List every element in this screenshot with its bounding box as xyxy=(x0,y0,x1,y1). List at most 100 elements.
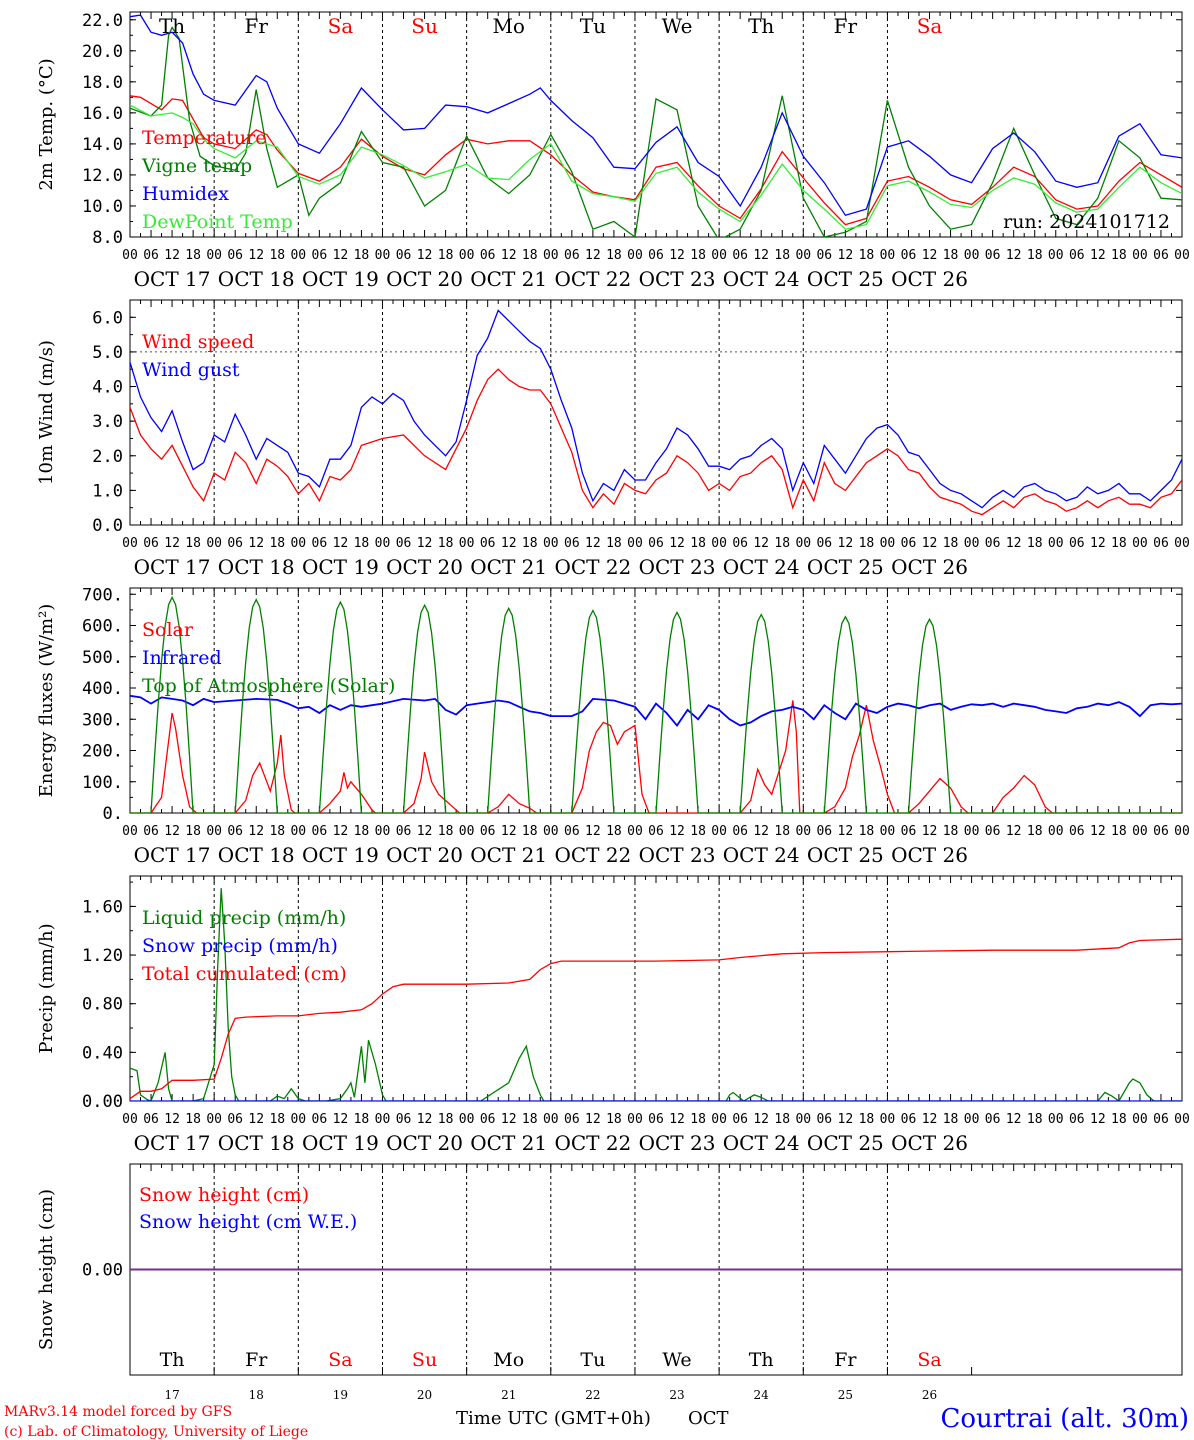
hour-label: 06 xyxy=(901,536,917,551)
hour-label: 06 xyxy=(985,1112,1001,1127)
time-axis-label: Time UTC (GMT+0h) xyxy=(456,1408,651,1429)
hour-label: 00 xyxy=(880,248,896,263)
hour-label: 00 xyxy=(1048,1112,1064,1127)
hour-label: 18 xyxy=(690,536,706,551)
legend-entry: DewPoint Temp xyxy=(142,211,293,233)
hour-label: 06 xyxy=(396,824,412,839)
y-tick-label: 0.80 xyxy=(82,995,123,1015)
hour-label: 18 xyxy=(943,1112,959,1127)
hour-label: 18 xyxy=(354,248,370,263)
hour-label: 00 xyxy=(795,248,811,263)
weekday-label: Mo xyxy=(492,14,525,38)
legend-entry: Snow height (cm W.E.) xyxy=(139,1211,357,1233)
y-tick-label: 300. xyxy=(82,710,123,730)
hour-label: 12 xyxy=(417,248,433,263)
hour-label: 00 xyxy=(1048,248,1064,263)
hour-label: 00 xyxy=(627,824,643,839)
hour-label: 18 xyxy=(859,1112,875,1127)
hour-label: 06 xyxy=(1153,1112,1169,1127)
y-axis-label: 10m Wind (m/s) xyxy=(36,340,57,485)
hour-label: 00 xyxy=(459,248,475,263)
weekday-label: We xyxy=(662,14,693,38)
hour-label: 12 xyxy=(838,536,854,551)
hour-label: 12 xyxy=(585,536,601,551)
hour-label: 00 xyxy=(880,536,896,551)
hour-label: 18 xyxy=(438,248,454,263)
weekday-label: Sa xyxy=(328,1349,352,1371)
hour-label: 00 xyxy=(1174,536,1190,551)
legend-entry: Snow precip (mm/h) xyxy=(142,935,338,957)
hour-label: 18 xyxy=(269,536,285,551)
hour-label: 00 xyxy=(122,1112,138,1127)
y-tick-label: 0.40 xyxy=(82,1043,123,1063)
hour-label: 12 xyxy=(1090,248,1106,263)
series-line-infrared xyxy=(130,694,1182,727)
hour-label: 18 xyxy=(1027,536,1043,551)
hour-label: 12 xyxy=(248,1112,264,1127)
hour-label: 00 xyxy=(206,248,222,263)
hour-label: 00 xyxy=(711,248,727,263)
hour-label: 18 xyxy=(269,248,285,263)
hour-label: 06 xyxy=(143,1112,159,1127)
hour-label: 18 xyxy=(354,536,370,551)
hour-label: 06 xyxy=(396,1112,412,1127)
hour-label: 18 xyxy=(185,824,201,839)
date-label: OCT 17 xyxy=(134,1131,211,1155)
legend-entry: Infrared xyxy=(142,647,222,669)
hour-label: 00 xyxy=(880,824,896,839)
hour-label: 06 xyxy=(312,1112,328,1127)
hour-label: 12 xyxy=(417,536,433,551)
hour-label: 18 xyxy=(1111,536,1127,551)
hour-label: 06 xyxy=(816,1112,832,1127)
day-number-label: 21 xyxy=(501,1388,516,1402)
day-number-label: 17 xyxy=(164,1388,179,1402)
series-line-vigne-temp xyxy=(130,26,1182,237)
y-tick-label: 2.0 xyxy=(92,447,123,467)
hour-label: 12 xyxy=(248,824,264,839)
weekday-label: Su xyxy=(412,1349,437,1371)
hour-label: 12 xyxy=(164,248,180,263)
y-tick-label: 0.0 xyxy=(92,516,123,536)
day-number-label: 19 xyxy=(333,1388,348,1402)
date-label: OCT 17 xyxy=(134,843,211,867)
date-label: OCT 19 xyxy=(302,1131,379,1155)
hour-label: 06 xyxy=(732,248,748,263)
hour-label: 06 xyxy=(1153,824,1169,839)
hour-label: 18 xyxy=(859,536,875,551)
hour-label: 18 xyxy=(185,1112,201,1127)
date-label: OCT 19 xyxy=(302,843,379,867)
date-label: OCT 25 xyxy=(807,267,884,291)
date-label: OCT 26 xyxy=(891,843,968,867)
y-tick-label: 10.0 xyxy=(82,197,123,217)
hour-label: 00 xyxy=(290,248,306,263)
date-label: OCT 17 xyxy=(134,555,211,579)
date-label: OCT 23 xyxy=(639,555,716,579)
hour-label: 12 xyxy=(922,536,938,551)
hour-label: 12 xyxy=(1006,1112,1022,1127)
legend-entry: Snow height (cm) xyxy=(139,1184,309,1206)
y-tick-label: 700. xyxy=(82,585,123,605)
hour-label: 00 xyxy=(206,1112,222,1127)
date-label: OCT 18 xyxy=(218,1131,295,1155)
hour-label: 06 xyxy=(480,824,496,839)
date-label: OCT 24 xyxy=(723,267,800,291)
month-label: OCT xyxy=(688,1408,729,1429)
date-label: OCT 18 xyxy=(218,843,295,867)
hour-label: 12 xyxy=(417,824,433,839)
y-tick-label: 20.0 xyxy=(82,42,123,62)
weekday-label: Tu xyxy=(580,1349,605,1371)
series-line-solar xyxy=(130,700,1182,813)
date-label: OCT 21 xyxy=(470,555,547,579)
hour-label: 18 xyxy=(859,248,875,263)
hour-label: 06 xyxy=(480,1112,496,1127)
hour-label: 06 xyxy=(816,248,832,263)
hour-label: 12 xyxy=(164,536,180,551)
date-label: OCT 21 xyxy=(470,843,547,867)
y-axis-label: 2m Temp. (°C) xyxy=(36,58,57,190)
hour-label: 12 xyxy=(669,248,685,263)
day-number-label: 26 xyxy=(922,1388,937,1402)
hour-label: 00 xyxy=(543,824,559,839)
hour-label: 12 xyxy=(501,536,517,551)
hour-label: 12 xyxy=(753,248,769,263)
